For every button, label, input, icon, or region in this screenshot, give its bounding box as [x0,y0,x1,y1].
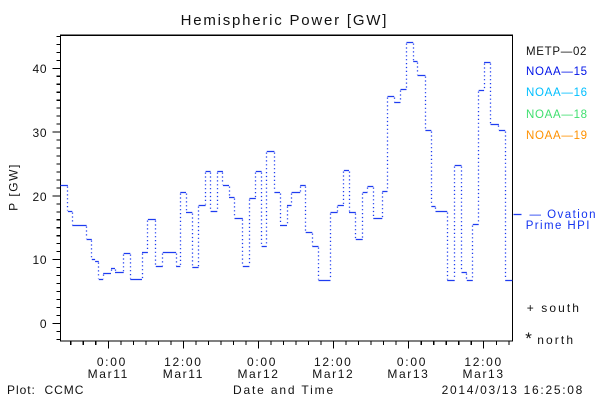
svg-text:P [GW]: P [GW] [7,163,21,211]
